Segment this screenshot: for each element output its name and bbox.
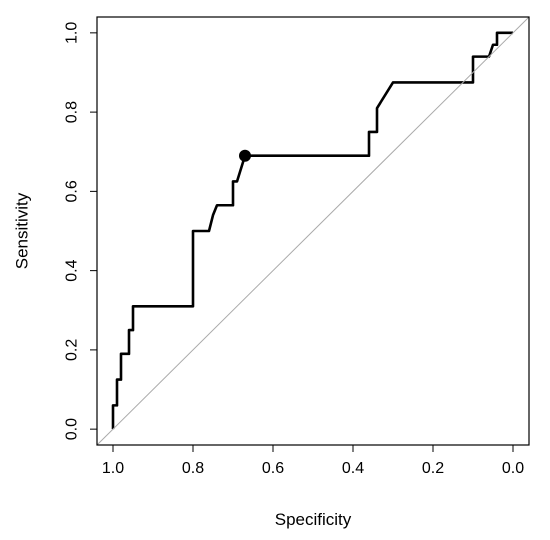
x-tick-label: 0.0 — [502, 460, 524, 477]
axis-ticks: 1.0 0.8 0.6 0.4 0.2 0.0 0.0 0.2 0.4 0.6 0.8 1.0 — [64, 22, 525, 477]
x-tick-label: 1.0 — [102, 460, 124, 477]
x-axis-title: Specificity — [275, 510, 352, 529]
y-tick-label: 1.0 — [64, 22, 81, 44]
y-axis-title: Sensitivity — [13, 192, 32, 269]
reference-diagonal-line — [97, 17, 529, 445]
x-tick-label: 0.4 — [342, 460, 364, 477]
x-tick-label: 0.8 — [182, 460, 204, 477]
y-tick-label: 0.6 — [64, 180, 81, 202]
roc-curve-line — [111, 31, 513, 430]
y-tick-label: 0.2 — [64, 339, 81, 361]
x-tick-label: 0.6 — [262, 460, 284, 477]
optimal-threshold-point — [239, 149, 251, 162]
y-tick-label: 0.8 — [64, 101, 81, 123]
x-tick-label: 0.2 — [422, 460, 444, 477]
y-tick-label: 0.4 — [64, 259, 81, 281]
plot-area — [96, 16, 530, 446]
y-tick-label: 0.0 — [64, 418, 81, 440]
